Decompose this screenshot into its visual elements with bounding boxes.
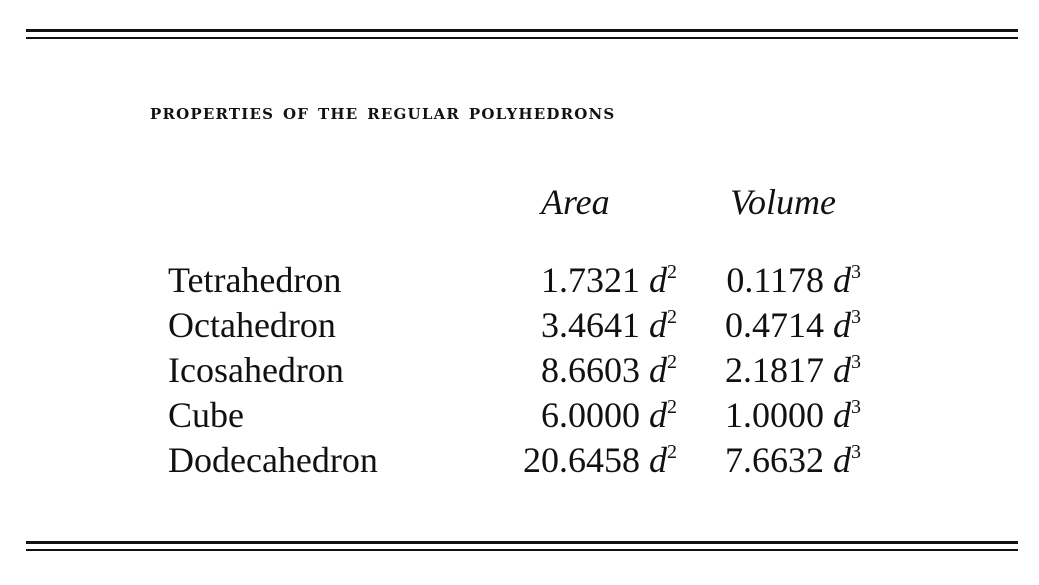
area-variable: d xyxy=(649,260,667,300)
row-volume: 2.1817 d3 xyxy=(725,348,861,393)
row-name: Octahedron xyxy=(168,305,336,345)
area-variable: d xyxy=(649,440,667,480)
area-value: 6.0000 xyxy=(541,395,640,435)
area-value: 8.6603 xyxy=(541,350,640,390)
row-area: 20.6458 d2 xyxy=(523,438,677,483)
row-area: 1.7321 d2 xyxy=(541,258,677,303)
row-area: 8.6603 d2 xyxy=(541,348,677,393)
volume-exponent: 3 xyxy=(851,261,861,283)
volume-variable: d xyxy=(833,440,851,480)
table-row: Tetrahedron 1.7321 d2 0.1178 d3 xyxy=(0,258,1039,303)
area-variable: d xyxy=(649,350,667,390)
volume-exponent: 3 xyxy=(851,396,861,418)
volume-value: 0.1178 xyxy=(726,260,824,300)
column-header-area: Area xyxy=(541,182,610,222)
area-variable: d xyxy=(649,395,667,435)
table-row: Icosahedron 8.6603 d2 2.1817 d3 xyxy=(0,348,1039,393)
bottom-rule-thin xyxy=(26,549,1018,551)
row-volume: 1.0000 d3 xyxy=(725,393,861,438)
row-name: Cube xyxy=(168,395,244,435)
volume-exponent: 3 xyxy=(851,351,861,373)
area-exponent: 2 xyxy=(667,351,677,373)
top-rule-thick xyxy=(26,29,1018,32)
row-area: 6.0000 d2 xyxy=(541,393,677,438)
area-exponent: 2 xyxy=(667,441,677,463)
table-row: Dodecahedron 20.6458 d2 7.6632 d3 xyxy=(0,438,1039,483)
table-row: Cube 6.0000 d2 1.0000 d3 xyxy=(0,393,1039,438)
row-name: Icosahedron xyxy=(168,350,344,390)
column-header-volume: Volume xyxy=(730,182,836,222)
row-volume: 0.1178 d3 xyxy=(726,258,861,303)
volume-variable: d xyxy=(833,305,851,345)
volume-variable: d xyxy=(833,395,851,435)
area-exponent: 2 xyxy=(667,396,677,418)
row-volume: 7.6632 d3 xyxy=(725,438,861,483)
area-value: 20.6458 xyxy=(523,440,640,480)
table-body: Tetrahedron 1.7321 d2 0.1178 d3 Octahedr… xyxy=(0,258,1039,483)
row-name: Dodecahedron xyxy=(168,440,378,480)
row-name: Tetrahedron xyxy=(168,260,342,300)
volume-value: 0.4714 xyxy=(725,305,824,345)
top-rule-thin xyxy=(26,37,1018,39)
area-exponent: 2 xyxy=(667,261,677,283)
area-value: 3.4641 xyxy=(541,305,640,345)
volume-value: 1.0000 xyxy=(725,395,824,435)
row-volume: 0.4714 d3 xyxy=(725,303,861,348)
volume-value: 2.1817 xyxy=(725,350,824,390)
volume-variable: d xyxy=(833,260,851,300)
volume-exponent: 3 xyxy=(851,441,861,463)
volume-exponent: 3 xyxy=(851,306,861,328)
volume-variable: d xyxy=(833,350,851,390)
table-row: Octahedron 3.4641 d2 0.4714 d3 xyxy=(0,303,1039,348)
table-title: PROPERTIES OF THE REGULAR POLYHEDRONS xyxy=(150,99,616,125)
area-exponent: 2 xyxy=(667,306,677,328)
bottom-rule-thick xyxy=(26,541,1018,544)
volume-value: 7.6632 xyxy=(725,440,824,480)
area-variable: d xyxy=(649,305,667,345)
row-area: 3.4641 d2 xyxy=(541,303,677,348)
area-value: 1.7321 xyxy=(541,260,640,300)
